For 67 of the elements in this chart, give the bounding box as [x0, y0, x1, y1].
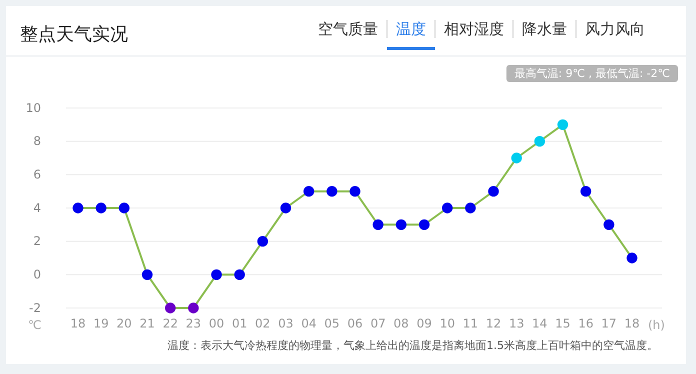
- x-tick-label: 19: [93, 316, 109, 331]
- point: [442, 202, 453, 214]
- text: 空气质量: [318, 20, 378, 38]
- point: [142, 269, 153, 280]
- y-tick-label: 10: [26, 100, 41, 115]
- x-tick-label: 15: [555, 316, 570, 331]
- x-tick-label: 21: [140, 316, 155, 331]
- x-tick-label: 13: [508, 316, 524, 331]
- point: [557, 119, 568, 130]
- x-tick-label: 07: [370, 316, 386, 331]
- point: [511, 152, 522, 164]
- text: 温度: [396, 20, 426, 38]
- x-tick-label: 09: [416, 316, 432, 331]
- x-tick-label: 20: [116, 316, 132, 331]
- x-tick-label: 00: [208, 316, 224, 331]
- x-tick-label: 23: [186, 316, 202, 331]
- x-tick-label: 08: [394, 316, 409, 331]
- text: 降水量: [522, 20, 567, 38]
- x-tick-label: 22: [162, 316, 178, 331]
- point: [96, 202, 106, 214]
- point: [396, 219, 407, 230]
- x-tick-label: 06: [347, 316, 363, 331]
- x-tick-label: 18: [70, 316, 86, 331]
- x-tick-label: 05: [324, 316, 340, 331]
- point: [164, 302, 176, 314]
- x-tick-label: 16: [578, 316, 594, 331]
- point: [580, 186, 592, 197]
- point: [534, 136, 546, 147]
- point: [350, 186, 360, 197]
- point: [118, 202, 130, 214]
- text: 风力风向: [585, 20, 645, 38]
- y-tick-label: 2: [33, 234, 41, 248]
- point: [72, 202, 84, 214]
- y-tick-label: 0: [33, 268, 41, 282]
- x-tick-label: 02: [255, 316, 270, 331]
- y-tick-label: 8: [33, 134, 41, 148]
- point: [488, 186, 499, 197]
- point: [234, 269, 245, 280]
- text: 温度：表示大气冷热程度的物理量，气象上给出的温度是指离地面1.5米高度上百叶箱中的空气温度。: [168, 339, 658, 352]
- text: 最高气温: 9℃ , 最低气温: -2℃: [514, 67, 670, 80]
- point: [303, 186, 314, 197]
- x-tick-label: 18: [624, 316, 640, 331]
- point: [626, 252, 638, 264]
- point: [418, 219, 430, 230]
- y-tick-label: 6: [33, 168, 41, 182]
- x-tick-label: 10: [440, 316, 455, 331]
- point: [326, 186, 338, 197]
- x-tick-label: 01: [232, 316, 248, 331]
- x-tick-label: 14: [532, 316, 548, 331]
- x-tick-label: 11: [462, 316, 478, 331]
- x-tick-label: 04: [301, 316, 316, 331]
- point: [465, 202, 476, 214]
- point: [211, 269, 222, 280]
- y-axis-title: ℃: [28, 318, 42, 332]
- chart-title: 整点天气实况: [20, 24, 128, 45]
- x-axis-title: (h): [648, 318, 665, 332]
- x-tick-label: 03: [278, 316, 294, 331]
- text: 相对湿度: [444, 20, 504, 38]
- point: [280, 202, 292, 214]
- point: [257, 236, 268, 247]
- point: [604, 219, 614, 230]
- point: [188, 302, 199, 314]
- x-tick-label: 17: [601, 316, 617, 331]
- y-tick-label: 4: [33, 200, 41, 215]
- y-tick-label: -2: [29, 300, 41, 315]
- x-tick-label: 12: [486, 316, 502, 331]
- point: [372, 219, 384, 230]
